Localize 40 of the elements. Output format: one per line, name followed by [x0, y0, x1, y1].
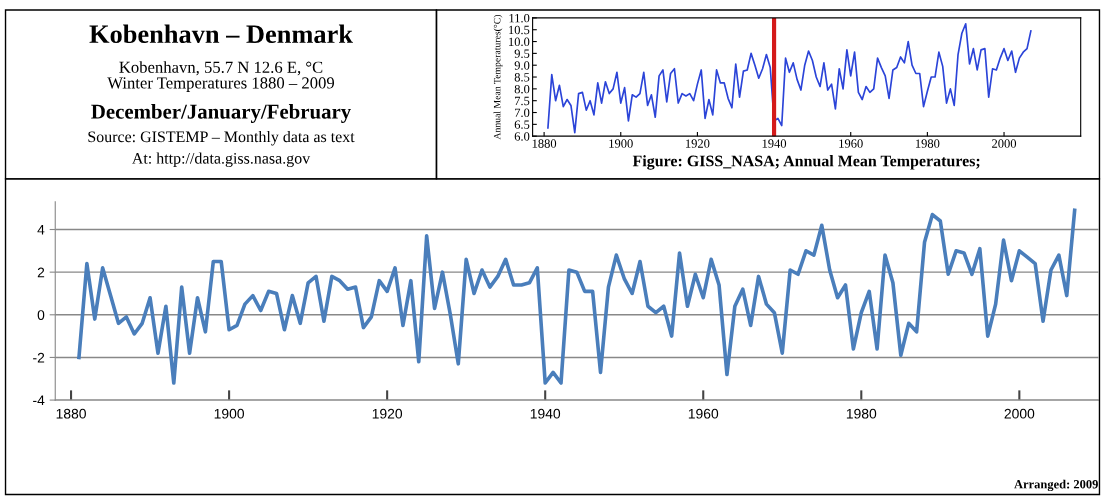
- y-tick-label: 8.5: [514, 73, 530, 82]
- x-tick-label: 1880: [56, 408, 86, 419]
- y-tick-label: 9.0: [514, 61, 530, 70]
- text: Figure: GISS_NASA; Annual Mean Temperatures;: [632, 155, 980, 170]
- x-tick-label: 1880: [532, 139, 557, 148]
- y-tick-label: 8.0: [514, 84, 530, 94]
- y-tick-label: 7.0: [515, 108, 530, 118]
- x-tick-label: 2000: [992, 139, 1017, 148]
- x-tick-label: 1960: [839, 139, 863, 148]
- x-tick-label: 1960: [688, 408, 719, 419]
- text: Kobenhavn, 55.7 N 12.6 E, °C Winter Temperatures 1880 – 2009: [107, 61, 335, 92]
- x-tick-label: 1900: [214, 408, 245, 419]
- y-tick-label: -2: [33, 352, 45, 363]
- x-tick-label: 2000: [1004, 408, 1035, 419]
- y-tick-label: 4: [37, 224, 45, 235]
- x-tick-label: 1920: [372, 408, 403, 419]
- y-tick-label: 10.0: [509, 37, 530, 47]
- text: December/January/February: [91, 104, 351, 123]
- x-tick-label: 1920: [686, 139, 710, 148]
- text: At: http://data.giss.nasa.gov: [131, 152, 311, 167]
- text: Kobenhavn – Denmark: [89, 24, 353, 44]
- x-tick-label: 1900: [609, 139, 633, 148]
- y-tick-label: 9.5: [514, 49, 530, 58]
- y-tick-label: 6.5: [514, 120, 530, 129]
- line-series: [547, 22, 1032, 134]
- line-series: [77, 208, 1077, 385]
- x-tick-label: 1940: [530, 408, 561, 419]
- x-tick-label: 1980: [915, 139, 940, 148]
- y-tick-label: -4: [33, 395, 45, 406]
- y-tick-label: 0: [37, 310, 45, 320]
- y-tick-label: 11.0: [509, 13, 530, 23]
- y-tick-label: 10.5: [509, 25, 530, 35]
- y-axis-title: Annual Mean Temperatures(°C): [493, 14, 503, 140]
- y-tick-label: 7.5: [515, 96, 530, 106]
- text: Arranged: 2009: [1014, 479, 1098, 492]
- x-tick-label: 1980: [846, 408, 877, 419]
- x-tick-label: 1940: [762, 139, 787, 148]
- source-note: Source: GISTEMP – Monthly data as text: [88, 130, 355, 146]
- y-tick-label: 6.0: [514, 132, 530, 141]
- y-tick-label: 2: [37, 267, 45, 278]
